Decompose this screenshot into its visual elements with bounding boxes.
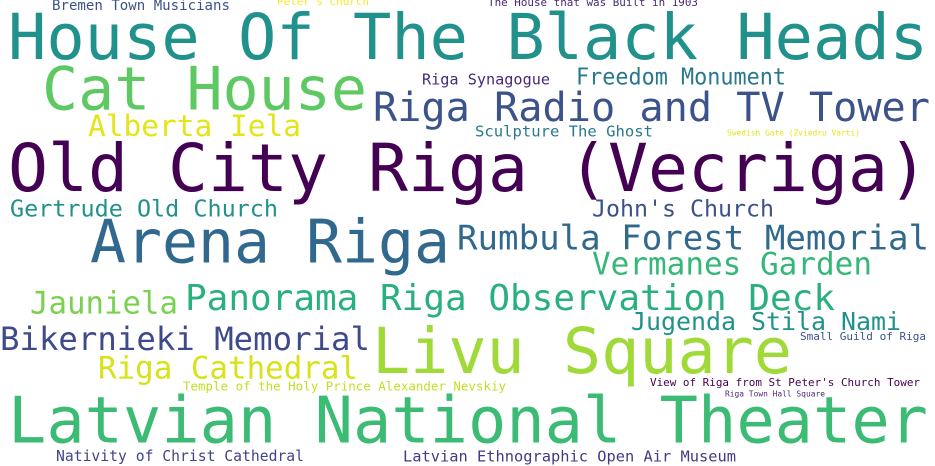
word: Bikernieki Memorial: [0, 320, 370, 358]
word: Riga Synagogue: [422, 71, 550, 89]
word: Riga Town Hall Square: [725, 390, 825, 399]
word: Nativity of Christ Cathedral: [56, 448, 304, 465]
word: Gertrude Old Church: [10, 197, 278, 223]
word: Jauniela: [30, 286, 178, 322]
word: Rumbula Forest Memorial: [457, 219, 929, 259]
word: Freedom Monument: [576, 65, 786, 91]
word: Old City Riga (Vecriga): [8, 130, 928, 207]
word: Riga Cathedral: [98, 351, 358, 387]
word: Panorama Riga Observation Deck: [185, 278, 835, 319]
word: Vermanes Garden: [592, 247, 872, 283]
word: Livu Square: [372, 315, 792, 388]
word: Jugenda Stila Nami: [631, 307, 901, 336]
word: Arena Riga: [90, 208, 450, 278]
word: Temple of the Holy Prince Alexander Nevs…: [183, 379, 506, 394]
word: Sculpture The Ghost: [475, 123, 653, 141]
word: The House that was Built in 1903: [488, 0, 698, 9]
word: John's Church: [592, 197, 774, 223]
word: Peter's Church: [277, 0, 369, 8]
word: Small Guild of Riga: [800, 330, 926, 343]
word: Cat House: [42, 55, 367, 125]
word: Latvian Ethnographic Open Air Museum: [403, 448, 736, 466]
word: Swedish Gate (Zviedru Varti): [727, 129, 860, 138]
word: Alberta Iela: [88, 109, 301, 143]
word: Bremen Town Musicians: [52, 0, 230, 14]
word: House Of The Black Heads: [8, 1, 928, 74]
word: View of Riga from St Peter's Church Towe…: [650, 376, 920, 389]
word: Latvian National Theater: [8, 385, 928, 459]
word: Riga Radio and TV Tower: [373, 85, 930, 131]
